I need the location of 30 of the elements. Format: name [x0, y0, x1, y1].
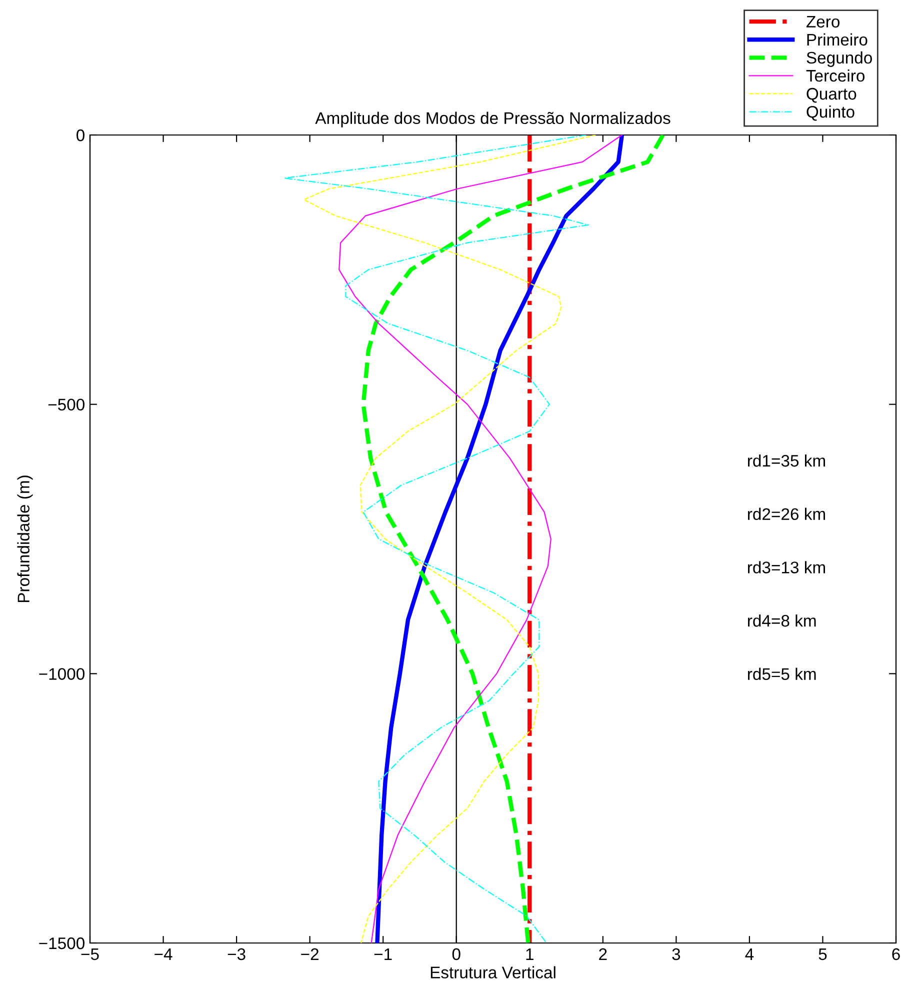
- x-axis-title: Estrutura Vertical: [430, 966, 556, 978]
- y-axis-title: Profundidade (m): [17, 476, 33, 602]
- y-tick-label: −1000: [39, 668, 84, 680]
- y-tick-label: −500: [48, 398, 84, 411]
- legend-label: Quinto: [806, 106, 854, 121]
- x-tick-label: 6: [892, 948, 900, 960]
- annotation: rd5=5 km: [748, 668, 816, 680]
- annotation: rd3=13 km: [748, 561, 825, 574]
- annotation: rd4=8 km: [748, 614, 816, 627]
- legend-label: Segundo: [806, 51, 872, 67]
- x-tick-label: 3: [672, 948, 680, 960]
- x-tick-label: −3: [228, 948, 246, 960]
- legend-label: Terceiro: [806, 69, 865, 82]
- x-tick-label: 5: [818, 948, 827, 960]
- x-tick-label: −1: [374, 948, 392, 960]
- legend-label: Primeiro: [807, 33, 868, 46]
- y-tick-label: −1500: [39, 937, 84, 950]
- x-tick-label: 4: [745, 948, 754, 960]
- x-tick-label: 1: [526, 948, 534, 960]
- x-tick-label: 0: [452, 948, 460, 960]
- legend-label: Zero: [806, 16, 840, 28]
- annotation: rd1=35 km: [748, 454, 825, 467]
- y-tick-label: 0: [76, 129, 84, 142]
- chart-title: Amplitude dos Modos de Pressão Normalizados: [315, 112, 670, 128]
- annotation: rd2=26 km: [748, 508, 825, 520]
- x-tick-label: −2: [301, 948, 318, 960]
- legend-label: Quarto: [806, 88, 856, 103]
- x-tick-label: 2: [599, 948, 607, 960]
- x-tick-label: −5: [81, 948, 99, 960]
- x-tick-label: −4: [154, 948, 172, 960]
